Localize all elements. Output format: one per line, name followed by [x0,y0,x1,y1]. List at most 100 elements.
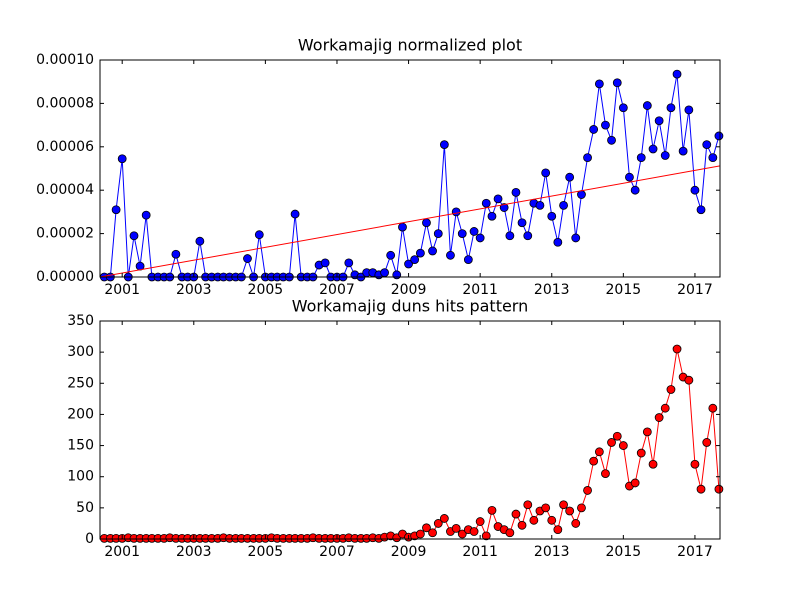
data-point [463,255,473,265]
data-point [666,103,676,113]
data-point [702,438,712,447]
data-point [571,233,581,243]
data-point [547,515,557,525]
data-point [415,529,425,539]
data-point [565,172,575,182]
data-point [428,528,437,538]
data-point [499,203,509,212]
data-point [428,246,437,256]
data-point [505,528,515,538]
data-point [141,210,151,220]
data-point [672,69,682,79]
data-point [660,151,670,160]
data-point [589,125,599,134]
data-point [195,236,205,246]
y-tick-label: 150 [67,438,94,454]
axes-frame [99,59,721,278]
x-tick-label: 2013 [534,544,570,560]
data-point [690,185,700,195]
data-point [254,230,264,240]
data-point [684,375,694,385]
data-point [648,459,658,469]
data-point [636,448,646,458]
data-point [457,229,467,239]
data-point [594,79,604,89]
data-point [618,103,628,113]
x-tick-label: 2013 [534,282,570,298]
data-point [553,237,563,247]
data-point [481,531,491,541]
data-point [290,209,300,219]
data-point [559,200,568,210]
data-point [607,135,616,145]
data-point [696,205,706,215]
y-tick-label: 50 [76,500,94,516]
data-point [344,258,354,268]
data-point [243,254,252,263]
data-point [547,211,557,221]
data-point [517,520,527,530]
y-tick-label: 100 [67,469,94,485]
data-point [708,153,718,163]
data-point [684,105,694,115]
data-line [99,165,721,278]
data-point [398,222,407,232]
data-point [589,456,599,466]
x-tick-label: 2007 [319,544,355,560]
data-point [505,231,515,241]
data-point [535,200,545,210]
data-point [380,268,389,278]
data-point [439,140,449,150]
x-tick-label: 2009 [391,544,427,560]
x-tick-label: 2015 [606,544,642,560]
data-point [446,250,455,260]
y-tick-label: 200 [67,406,94,422]
data-point [410,255,420,265]
data-point [541,503,551,513]
data-point [654,413,664,422]
y-tick-label: 0.00006 [36,139,94,155]
data-point [577,190,586,199]
data-point [678,146,688,156]
y-tick-label: 0.00002 [36,226,94,242]
y-tick-label: 0.00000 [36,269,94,285]
data-point [439,514,449,523]
data-point [493,194,503,204]
x-tick-label: 2009 [391,282,427,298]
data-point [577,503,586,513]
data-point [433,519,443,528]
plot-area [99,344,724,543]
data-point [415,248,425,258]
data-point [666,385,676,394]
subplot: Workamajig normalized plot 0.00000 0.00002… [36,36,724,298]
data-point [422,218,431,228]
data-point [469,227,479,236]
data-point [583,153,592,163]
data-point [654,116,664,126]
data-point [601,469,610,479]
x-tick-label: 2007 [319,282,355,298]
data-point [475,517,485,526]
x-tick-label: 2005 [248,282,284,298]
data-point [392,270,402,280]
data-point [583,486,592,495]
data-point [433,229,443,239]
data-point [672,344,682,354]
data-point [451,207,461,217]
data-point [529,515,539,525]
data-point [612,431,622,441]
x-tick-label: 2005 [248,544,284,560]
data-point [601,120,610,130]
data-point [714,131,724,141]
data-point [708,403,718,413]
data-point [541,168,551,178]
data-point [690,459,700,469]
x-tick-label: 2017 [677,544,713,560]
data-point [553,525,563,535]
x-tick-label: 2015 [606,282,642,298]
subplot-title: Workamajig duns hits pattern [292,297,529,316]
data-point [517,218,527,228]
data-point [320,258,330,268]
data-point [457,529,467,539]
